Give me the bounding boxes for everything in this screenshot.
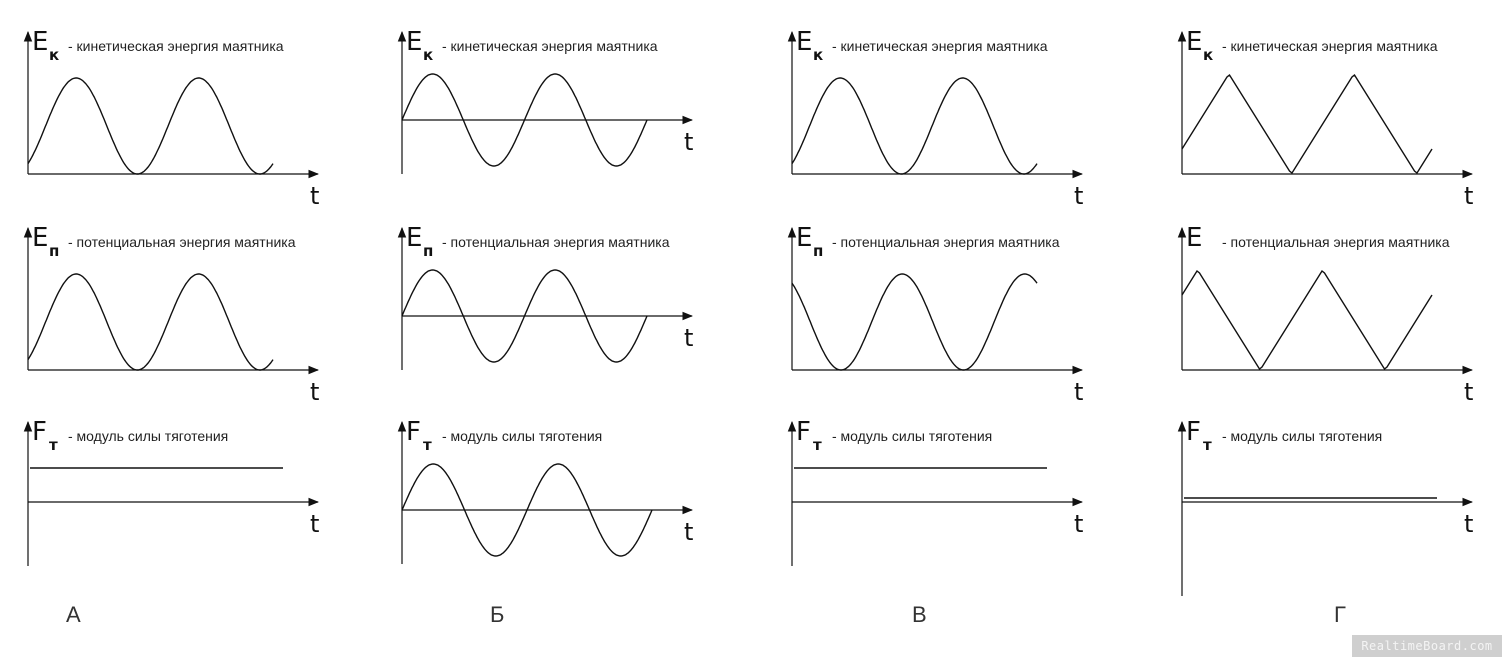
t-axis-label: t [1464, 182, 1473, 210]
quantity-symbol: F [32, 417, 47, 447]
energy-curve [27, 273, 274, 371]
quantity-subscript: к [49, 46, 59, 64]
t-axis-label: t [684, 324, 693, 352]
t-axis-label: t [1074, 378, 1083, 406]
watermark: RealtimeBoard.com [1352, 635, 1502, 657]
quantity-subscript: к [813, 46, 823, 64]
quantity-description: - кинетическая энергия маятника [832, 38, 1048, 54]
option-letter-3: Г [1334, 602, 1346, 627]
quantity-subscript: к [423, 46, 433, 64]
quantity-description: - модуль силы тяготения [1222, 428, 1382, 444]
energy-curve [791, 273, 1038, 371]
t-axis-label: t [310, 182, 319, 210]
quantity-symbol: E [796, 223, 812, 253]
quantity-symbol: E [406, 27, 422, 57]
quantity-symbol: E [1186, 27, 1202, 57]
quantity-symbol: E [796, 27, 812, 57]
quantity-description: - потенциальная энергия маятника [832, 234, 1060, 250]
quantity-subscript: п [813, 242, 823, 260]
quantity-description: - потенциальная энергия маятника [68, 234, 296, 250]
panel-3-1: E - потенциальная энергия маятника t [1177, 223, 1473, 406]
quantity-description: - потенциальная энергия маятника [442, 234, 670, 250]
quantity-subscript: п [49, 242, 59, 260]
quantity-subscript: т [49, 436, 58, 454]
quantity-description: - кинетическая энергия маятника [1222, 38, 1438, 54]
quantity-description: - модуль силы тяготения [832, 428, 992, 444]
t-axis-label: t [1464, 510, 1473, 538]
t-axis-label: t [1464, 378, 1473, 406]
quantity-symbol: E [32, 27, 48, 57]
t-axis-label: t [1074, 182, 1083, 210]
energy-curve [401, 463, 653, 557]
t-axis-label: t [310, 510, 319, 538]
quantity-symbol: F [1186, 417, 1201, 447]
quantity-description: - модуль силы тяготения [68, 428, 228, 444]
option-letter-0: А [66, 602, 81, 627]
energy-curve [1181, 73, 1433, 175]
t-axis-label: t [684, 518, 693, 546]
quantity-description: - кинетическая энергия маятника [442, 38, 658, 54]
t-axis-label: t [684, 128, 693, 156]
option-letter-1: Б [490, 602, 504, 627]
t-axis-label: t [1074, 510, 1083, 538]
quantity-description: - кинетическая энергия маятника [68, 38, 284, 54]
t-axis-label: t [310, 378, 319, 406]
quantity-symbol: E [32, 223, 48, 253]
quantity-subscript: т [1203, 436, 1212, 454]
quantity-symbol: F [796, 417, 811, 447]
quantity-subscript: к [1203, 46, 1213, 64]
energy-curve [401, 73, 648, 167]
quantity-description: - потенциальная энергия маятника [1222, 234, 1450, 250]
energy-curve [27, 77, 274, 175]
quantity-subscript: т [813, 436, 822, 454]
quantity-symbol: F [406, 417, 421, 447]
quantity-symbol: E [406, 223, 422, 253]
energy-curve [791, 77, 1038, 175]
energy-curve [401, 269, 648, 363]
energy-curve [1181, 269, 1433, 371]
quantity-subscript: т [423, 436, 432, 454]
quantity-description: - модуль силы тяготения [442, 428, 602, 444]
quantity-symbol: E [1186, 223, 1202, 253]
option-letter-2: В [912, 602, 927, 627]
quantity-subscript: п [423, 242, 433, 260]
